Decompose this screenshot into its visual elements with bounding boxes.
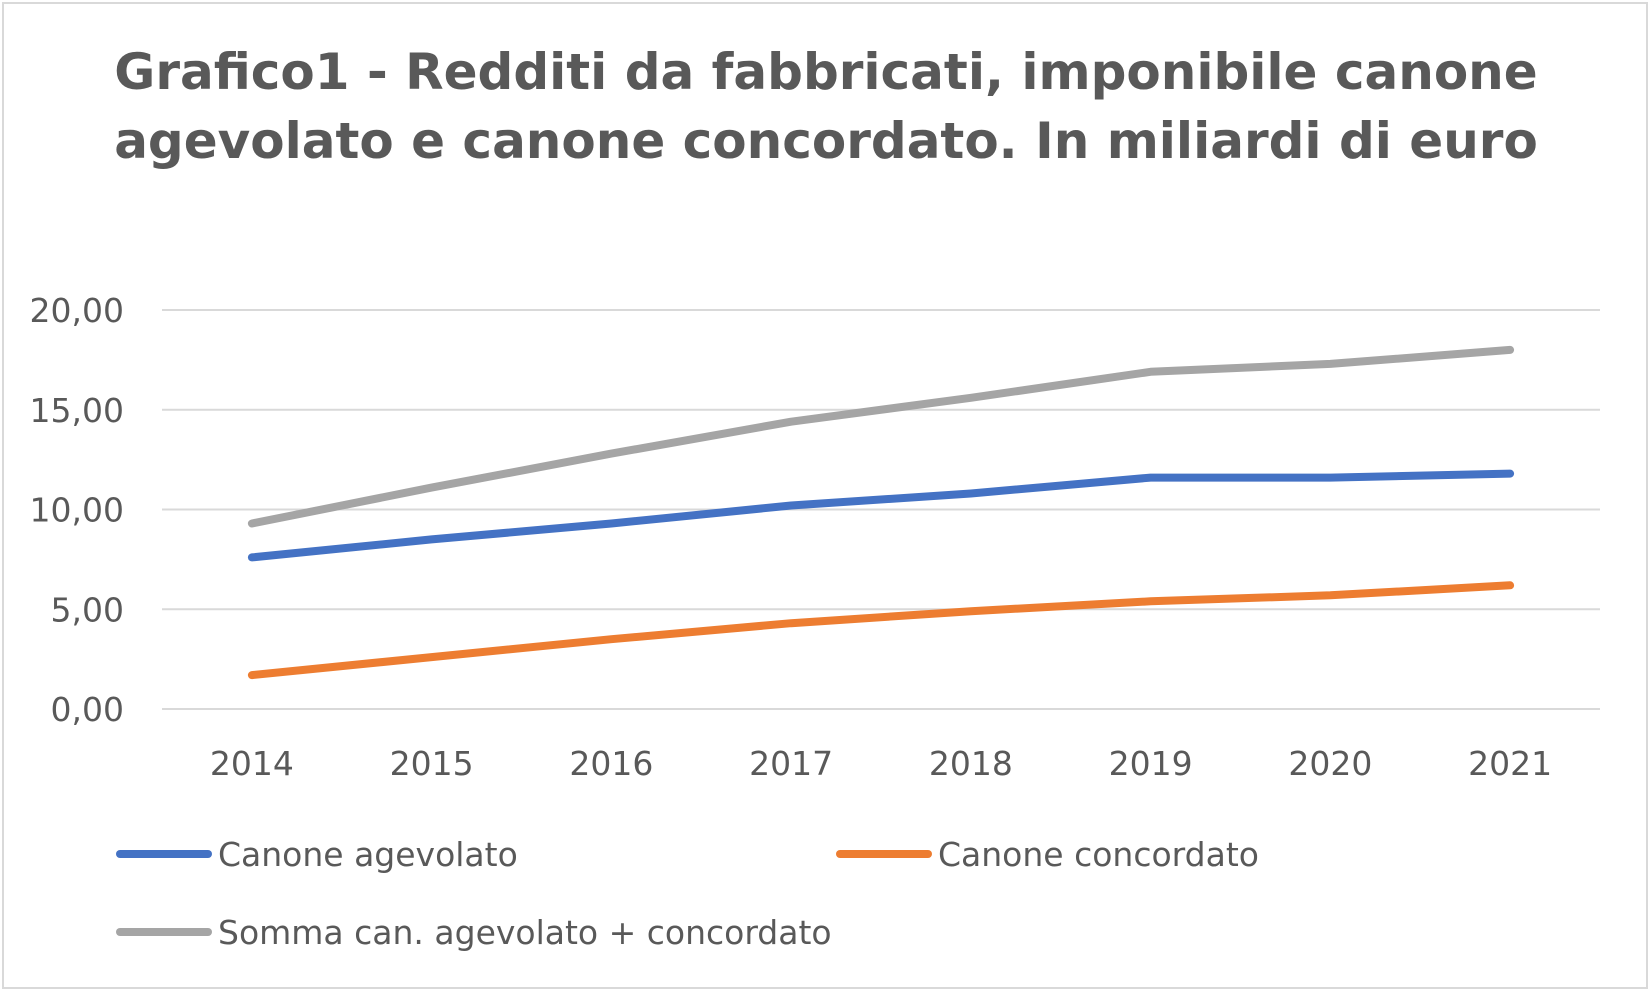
gridlines — [162, 309, 1600, 710]
legend-label: Somma can. agevolato + concordato — [218, 913, 832, 952]
series-lines — [247, 345, 1515, 680]
x-tick-label: 2016 — [569, 744, 653, 783]
chart-title: Grafico1 - Redditi da fabbricati, imponi… — [0, 38, 1652, 176]
y-tick-label: 10,00 — [30, 491, 124, 530]
x-tick-label: 2018 — [929, 744, 1013, 783]
y-tick-label: 15,00 — [30, 391, 124, 430]
legend-label: Canone agevolato — [218, 835, 518, 874]
x-tick-label: 2019 — [1109, 744, 1193, 783]
legend-label: Canone concordato — [938, 835, 1259, 874]
x-tick-label: 2017 — [749, 744, 833, 783]
legend-item: Canone concordato — [836, 835, 1259, 874]
y-tick-label: 0,00 — [51, 690, 124, 729]
y-axis-tick-labels: 0,00 5,00 10,00 15,00 20,00 — [30, 291, 124, 729]
legend-item: Canone agevolato — [116, 835, 518, 874]
legend: Canone agevolato Canone concordato Somma c… — [116, 835, 1259, 952]
legend-item: Somma can. agevolato + concordato — [116, 913, 832, 952]
series-line-2 — [247, 581, 1515, 680]
x-tick-label: 2020 — [1288, 744, 1372, 783]
x-axis-tick-labels: 2014 2015 2016 2017 2018 2019 2020 2021 — [210, 744, 1552, 783]
series-line-3 — [247, 345, 1515, 528]
series-line-1 — [247, 469, 1515, 562]
x-tick-label: 2021 — [1468, 744, 1552, 783]
y-tick-label: 20,00 — [30, 291, 124, 330]
x-tick-label: 2014 — [210, 744, 294, 783]
chart-title-line-1: Grafico1 - Redditi da fabbricati, imponi… — [114, 43, 1538, 101]
x-tick-label: 2015 — [390, 744, 474, 783]
y-tick-label: 5,00 — [51, 590, 124, 629]
chart-title-line-2: agevolato e canone concordato. In miliar… — [114, 112, 1538, 170]
